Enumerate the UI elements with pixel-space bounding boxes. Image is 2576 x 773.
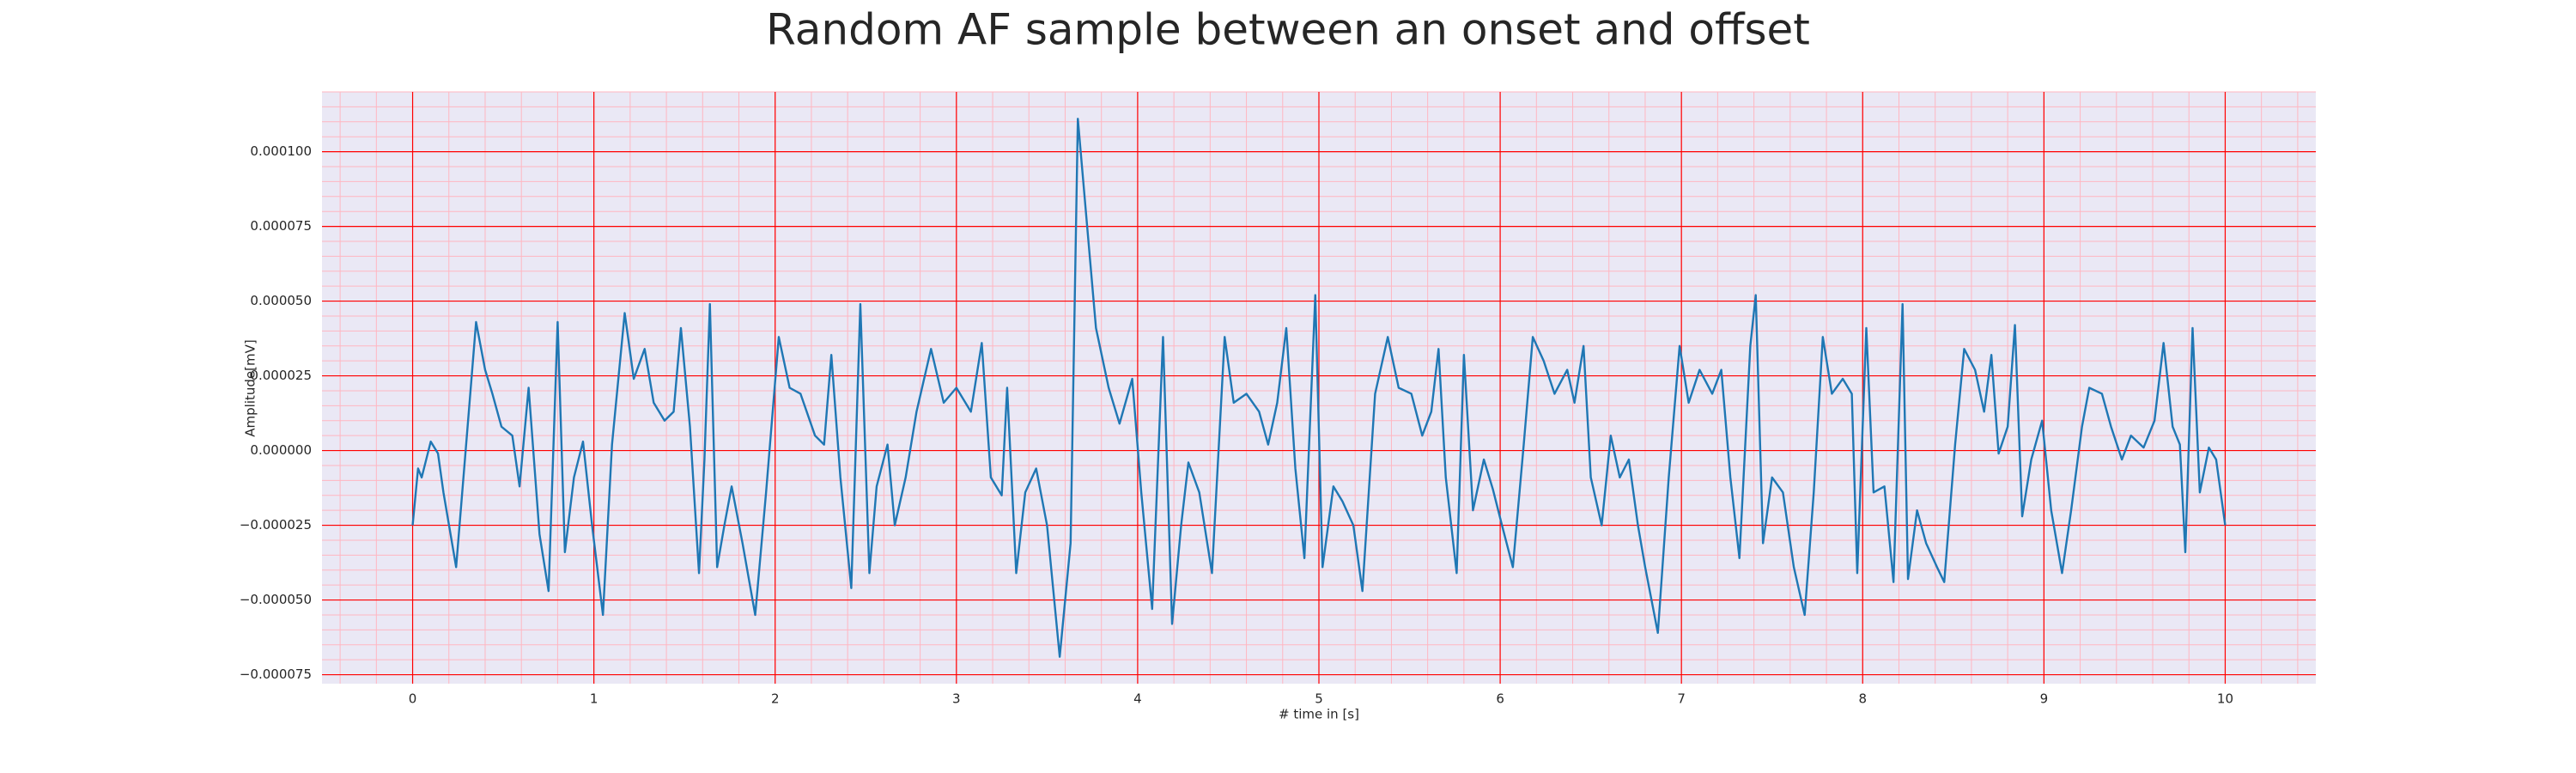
y-tick-label: 0.000025 xyxy=(250,368,312,383)
y-tick-label: 0.000000 xyxy=(250,442,312,458)
x-tick-label: 4 xyxy=(1133,691,1142,707)
y-tick-label: −0.000075 xyxy=(240,666,312,682)
x-tick-label: 5 xyxy=(1315,691,1323,707)
x-tick-label: 10 xyxy=(2217,691,2233,707)
x-tick-label: 2 xyxy=(771,691,780,707)
y-tick-label: 0.000100 xyxy=(250,143,312,159)
y-tick-label: 0.000075 xyxy=(250,218,312,234)
x-tick-label: 3 xyxy=(952,691,961,707)
x-tick-label: 8 xyxy=(1858,691,1867,707)
signal-line xyxy=(411,118,2227,658)
x-axis-label: # time in [s] xyxy=(1279,707,1359,722)
x-tick-label: 6 xyxy=(1496,691,1504,707)
y-tick-label: −0.000050 xyxy=(240,592,312,607)
chart-title: Random AF sample between an onset and of… xyxy=(766,5,1810,55)
x-tick-label: 9 xyxy=(2040,691,2049,707)
y-tick-label: 0.000050 xyxy=(250,293,312,308)
y-tick-label: −0.000025 xyxy=(240,517,312,533)
x-tick-label: 7 xyxy=(1677,691,1686,707)
x-tick-label: 1 xyxy=(590,691,598,707)
x-tick-label: 0 xyxy=(409,691,417,707)
y-axis-label: Amplitude[mV] xyxy=(243,339,258,436)
